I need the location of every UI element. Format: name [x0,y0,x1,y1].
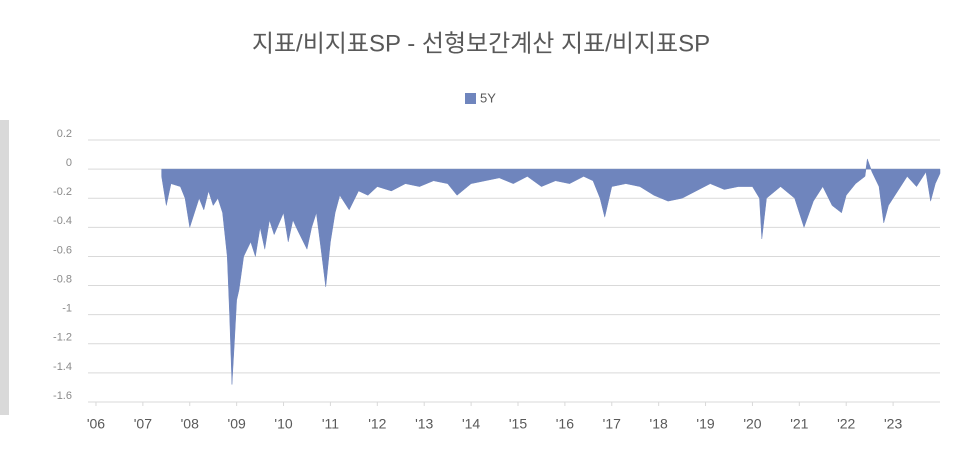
x-tick-label: '17 [603,416,621,432]
x-tick-label: '13 [415,416,433,432]
x-tick-label: '14 [462,416,480,432]
y-tick-label: -1.6 [53,390,72,402]
area [161,158,941,385]
x-tick-label: '12 [368,416,386,432]
legend-label: 5Y [480,90,496,105]
left-edge [0,120,9,415]
x-tick-label: '11 [322,416,339,432]
x-tick-label: '23 [884,416,902,432]
x-tick-label: '22 [837,416,855,432]
chart-title: 지표/비지표SP - 선형보간계산 지표/비지표SP [252,30,710,57]
y-tick-label: -0.8 [53,273,72,285]
y-tick-label: -0.6 [53,244,72,256]
legend-swatch [465,93,476,104]
y-tick-label: -1.4 [53,361,72,373]
y-tick-label: -1.2 [53,332,72,344]
x-tick-label: '07 [134,416,152,432]
x-tick-label: '10 [274,416,292,432]
x-tick-label: '16 [556,416,574,432]
x-tick-label: '08 [181,416,199,432]
x-tick-label: '21 [790,416,808,432]
y-tick-label: 0 [66,157,72,169]
x-tick-label: '06 [87,416,105,432]
x-tick-label: '19 [696,416,714,432]
x-tick-label: '18 [650,416,668,432]
y-tick-label: -1 [62,303,72,315]
y-tick-label: 0.2 [57,128,72,140]
x-tick-label: '20 [743,416,761,432]
x-tick-label: '09 [228,416,246,432]
x-tick-label: '15 [509,416,527,432]
y-tick-label: -0.4 [53,215,72,227]
y-tick-label: -0.2 [53,186,72,198]
